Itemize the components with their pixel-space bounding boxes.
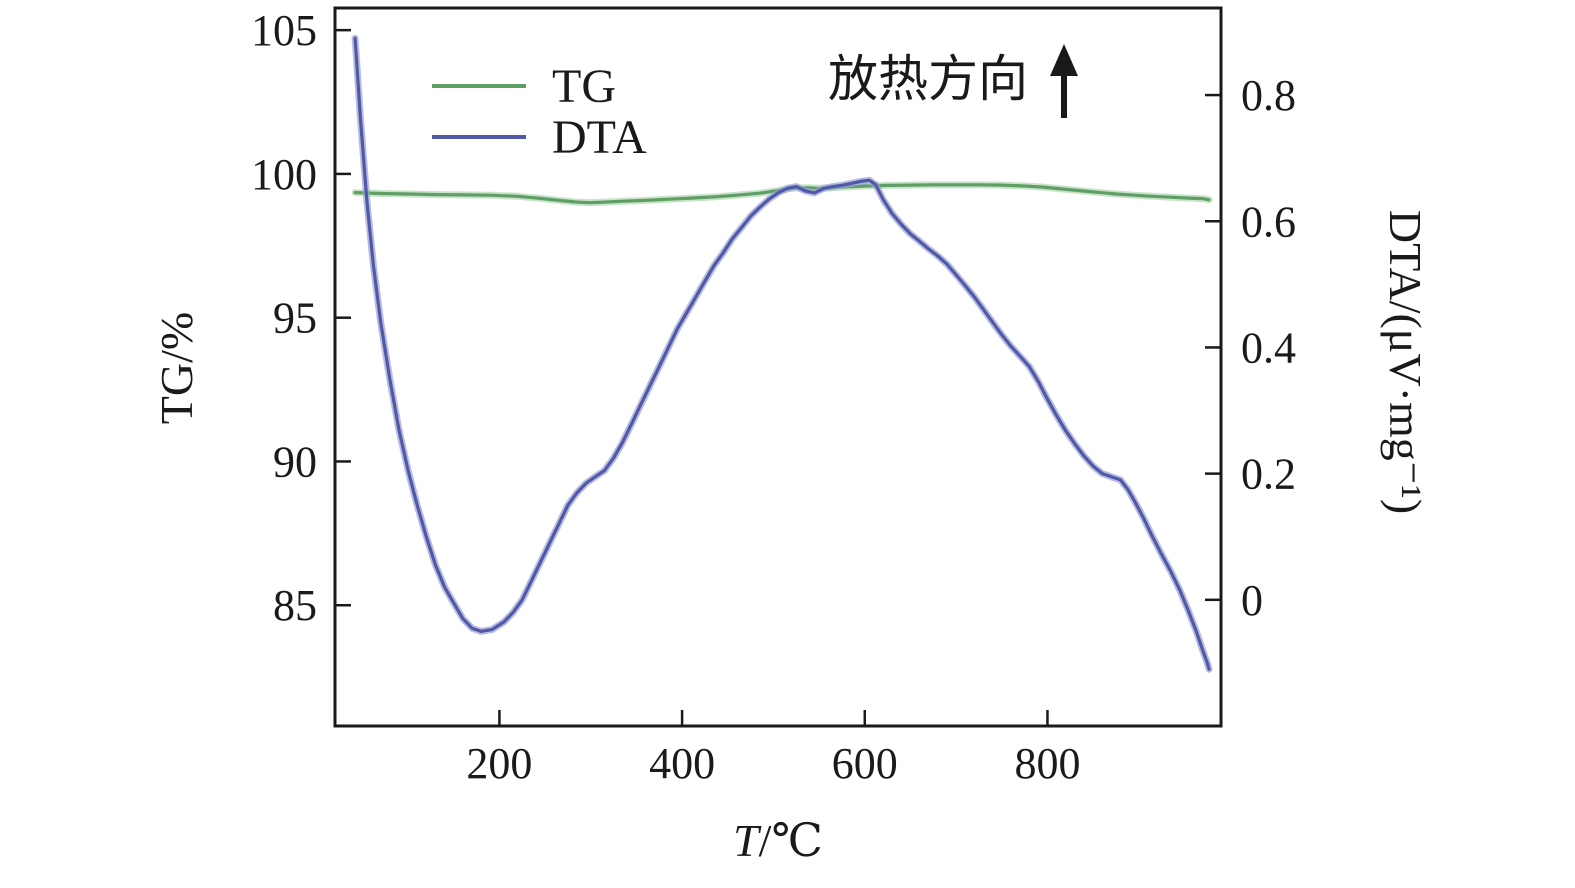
right-axis-title: DTA/(μV·mg⁻¹) (1380, 210, 1431, 514)
axes-layer: 200 400 600 800 85 90 95 100 105 0 0.2 0.4 0.6 0.8 (251, 6, 1296, 788)
left-y-tick-label: 100 (251, 150, 317, 199)
exothermic-label: 放热方向 (828, 51, 1028, 107)
tg-curve (353, 183, 1211, 205)
legend-tg-label: TG (552, 60, 616, 113)
right-y-tick-label: 0.8 (1241, 71, 1296, 120)
x-tick-label: 400 (649, 739, 715, 788)
dta-curve-halo (351, 34, 1213, 673)
left-y-tick-label: 105 (251, 6, 317, 55)
dta-curve (353, 36, 1211, 671)
left-y-tick-label: 85 (273, 581, 317, 630)
left-axis-title: TG/% (151, 312, 202, 424)
left-y-tick-label: 95 (273, 294, 317, 343)
exothermic-annotation: 放热方向 (828, 44, 1078, 118)
x-tick-label: 200 (466, 739, 532, 788)
series-layer (351, 34, 1213, 673)
right-y-tick-label: 0.4 (1241, 323, 1296, 372)
right-y-tick-label: 0.6 (1241, 197, 1296, 246)
left-y-tick-label: 90 (273, 437, 317, 486)
legend-dta-label: DTA (552, 111, 647, 164)
up-arrow-head (1050, 44, 1078, 76)
legend: TG DTA (432, 60, 647, 164)
plot-frame (333, 6, 1223, 728)
x-tick-label: 600 (832, 739, 898, 788)
x-tick-label: 800 (1014, 739, 1080, 788)
right-y-tick-label: 0 (1241, 576, 1263, 625)
right-y-tick-label: 0.2 (1241, 450, 1296, 499)
x-axis-title: T/℃ (733, 815, 823, 866)
